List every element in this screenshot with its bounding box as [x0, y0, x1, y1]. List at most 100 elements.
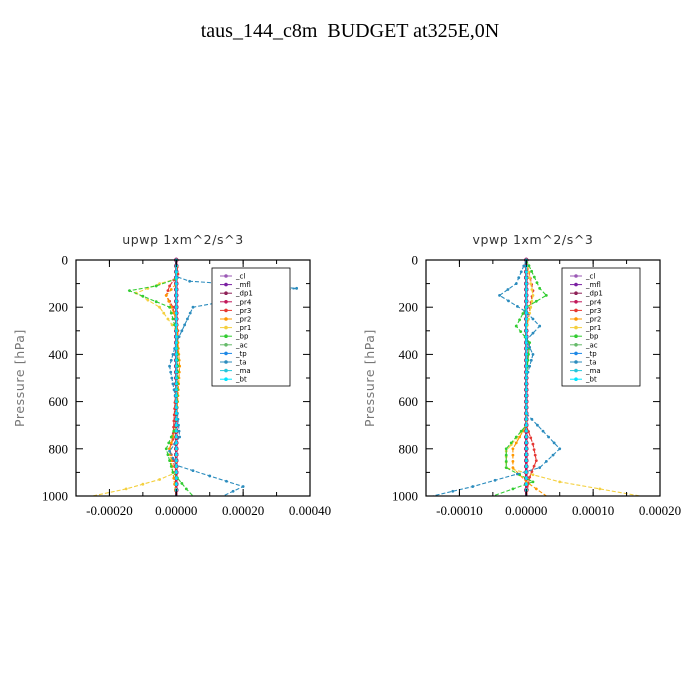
- series-marker-pr1: [527, 270, 530, 274]
- series-marker-bt: [524, 417, 528, 421]
- series-marker-bp: [509, 441, 513, 445]
- series-marker-ta: [515, 472, 519, 476]
- legend-marker: [224, 343, 228, 347]
- series-marker-bt: [174, 465, 178, 468]
- series-marker-bp: [168, 305, 172, 309]
- series-marker-bp: [164, 447, 168, 451]
- y-tick-label: 400: [49, 347, 69, 362]
- y-tick-label: 1000: [392, 489, 418, 504]
- legend-label: _pr3: [585, 307, 601, 315]
- series-marker-bt: [174, 453, 178, 457]
- series-marker-bt: [524, 376, 528, 380]
- series-marker-ta: [529, 358, 533, 362]
- series-marker-bt: [524, 270, 528, 274]
- series-marker-pr1: [170, 323, 174, 327]
- series-marker-pr1: [158, 305, 161, 309]
- series-marker-ta: [169, 370, 173, 374]
- series-marker-bt: [524, 323, 528, 327]
- series-marker-ta: [168, 449, 172, 453]
- series-marker-bt: [524, 341, 528, 344]
- legend-marker: [224, 334, 228, 339]
- series-marker-ta: [515, 305, 519, 308]
- legend-label: _pr2: [585, 316, 601, 324]
- y-tick-label: 200: [49, 300, 69, 315]
- series-marker-ta: [514, 282, 518, 285]
- panel-title-vpwp: vpwp 1xm^2/s^3: [473, 232, 594, 247]
- series-marker-pr3: [172, 413, 176, 417]
- series-marker-pr2: [169, 288, 173, 291]
- series-marker-bp: [511, 487, 515, 491]
- legend-marker: [574, 325, 578, 330]
- series-marker-bt: [524, 335, 528, 339]
- legend-label: _bt: [235, 376, 247, 384]
- series-marker-pr3: [530, 470, 534, 474]
- legend-label: _tp: [585, 350, 597, 358]
- series-marker-bp: [527, 264, 531, 268]
- series-marker-bt: [524, 288, 528, 291]
- legend-label: _dp1: [235, 290, 253, 298]
- series-marker-ta: [531, 353, 535, 356]
- x-tick-label: 0.00000: [155, 503, 197, 518]
- legend-label: _pr4: [235, 298, 252, 306]
- series-marker-pr2: [511, 466, 515, 470]
- series-marker-bt: [174, 441, 178, 445]
- series-marker-bt: [174, 288, 178, 291]
- panel-upwp: upwp 1xm^2/s^3 Pressure [hPa] -0.00020 0.00…: [12, 232, 331, 518]
- series-marker-bp: [530, 269, 534, 273]
- series-marker-ta: [191, 469, 195, 473]
- series-marker-pr3: [532, 448, 536, 451]
- series-marker-pr2: [511, 453, 515, 457]
- series-marker-bt: [524, 453, 528, 457]
- x-tick-label: 0.00000: [505, 503, 547, 518]
- series-marker-pr2: [511, 459, 515, 463]
- series-marker-pr1: [527, 317, 530, 321]
- series-marker-bt: [524, 465, 528, 468]
- legend-marker: [574, 300, 578, 304]
- x-tick-label: -0.00020: [86, 503, 133, 518]
- series-marker-bt: [524, 358, 528, 362]
- series-marker-bt: [174, 347, 178, 350]
- series-marker-pr1: [158, 282, 161, 285]
- series-marker-ta: [522, 264, 526, 268]
- series-marker-ta: [519, 270, 523, 274]
- legend-marker: [224, 325, 228, 330]
- x-tick-label: 0.00010: [572, 503, 614, 518]
- series-marker-pr2: [172, 476, 176, 480]
- series-marker-ta: [177, 423, 180, 427]
- legend-label: _pr2: [235, 316, 251, 324]
- x-tick-label: 0.00020: [222, 503, 264, 518]
- legend-marker: [574, 317, 578, 321]
- legend-marker: [574, 291, 578, 296]
- y-tick-label: 800: [49, 441, 69, 456]
- series-marker-bt: [524, 441, 528, 445]
- series-marker-bp: [527, 353, 530, 356]
- series-marker-bp: [141, 294, 145, 298]
- series-marker-ta: [451, 489, 455, 493]
- series-marker-ta: [186, 317, 189, 321]
- series-marker-bp: [504, 459, 508, 463]
- series-marker-bt: [174, 406, 178, 409]
- series-marker-pr1: [146, 298, 150, 302]
- series-marker-bp: [154, 284, 158, 288]
- series-marker-bp: [514, 324, 518, 328]
- legend-label: _ta: [235, 359, 247, 367]
- series-marker-ta: [177, 429, 181, 433]
- legend-marker: [224, 308, 228, 313]
- y-axis-label: Pressure [hPa]: [362, 329, 377, 427]
- series-marker-pr2: [514, 441, 518, 445]
- series-marker-pr1: [529, 282, 533, 285]
- series-marker-bp: [514, 435, 518, 439]
- series-marker-ta: [191, 305, 195, 309]
- series-marker-ta: [183, 323, 187, 327]
- legend-label: _cl: [235, 273, 245, 281]
- series-marker-bt: [524, 394, 528, 398]
- series-marker-ta: [171, 456, 175, 460]
- series-marker-bt: [524, 364, 528, 368]
- series-marker-pr3: [534, 459, 538, 462]
- series-marker-bp: [180, 482, 184, 485]
- series-marker-bt: [174, 370, 178, 374]
- series-marker-bt: [174, 311, 178, 315]
- legend-label: _mfl: [235, 281, 251, 289]
- series-line-pr3: [165, 259, 179, 496]
- series-marker-ta: [171, 382, 175, 386]
